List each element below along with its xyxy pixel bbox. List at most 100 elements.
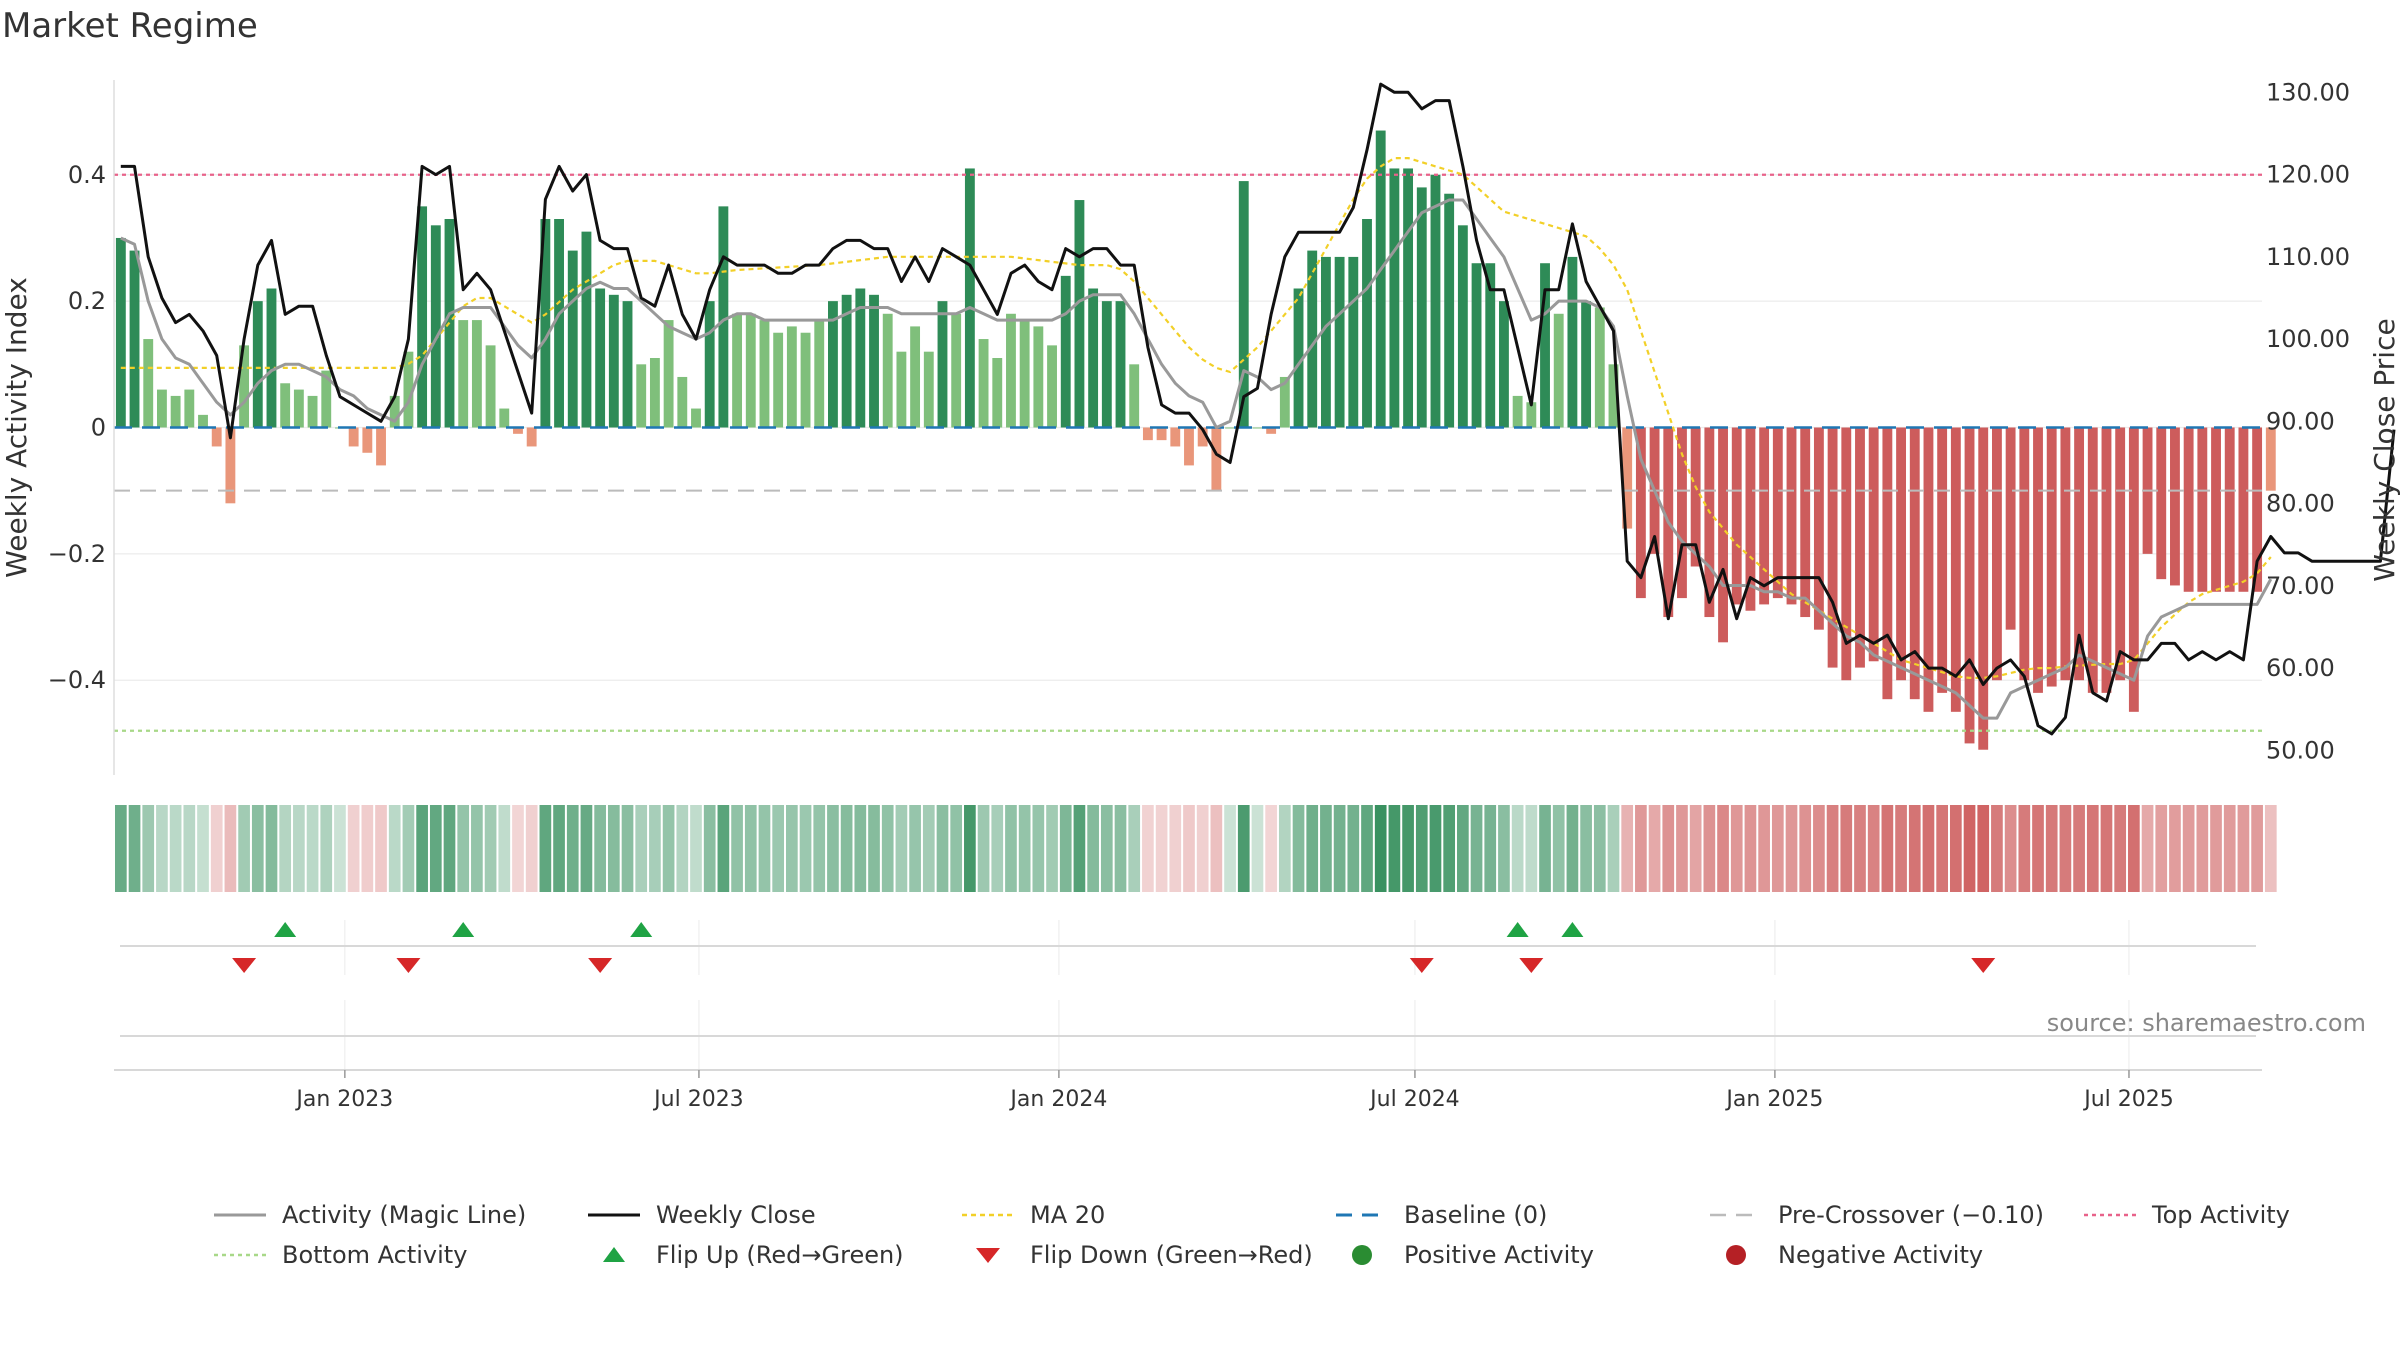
regime-cell — [1552, 805, 1565, 892]
regime-cell — [566, 805, 579, 892]
activity-bar — [1197, 427, 1208, 447]
flip-up-marker — [274, 922, 297, 937]
activity-bar — [951, 313, 962, 428]
regime-cell — [690, 805, 702, 892]
regime-cell — [1881, 805, 1894, 892]
regime-cell — [1087, 805, 1099, 892]
activity-bar — [1731, 427, 1742, 605]
regime-cell — [1306, 805, 1319, 892]
activity-bar — [2170, 427, 2180, 586]
y2-tick-label: 80.00 — [2266, 490, 2335, 518]
activity-bar — [1006, 313, 1016, 428]
y-tick-label: −0.4 — [48, 666, 106, 694]
flip-down-marker — [396, 958, 421, 973]
legend-label: Top Activity — [2152, 1201, 2290, 1229]
activity-bar — [1320, 256, 1331, 428]
regime-cell — [936, 805, 949, 892]
regime-cell — [539, 805, 552, 892]
regime-cell — [2045, 805, 2058, 892]
flip-down-marker — [1409, 958, 1434, 973]
regime-cell — [1046, 805, 1058, 892]
regime-cell — [1758, 805, 1770, 892]
flip-up-marker — [1561, 922, 1584, 937]
activity-bar — [1170, 427, 1181, 447]
activity-bar — [1403, 168, 1414, 428]
regime-cell — [1936, 805, 1948, 892]
regime-cell — [594, 805, 606, 892]
activity-bars — [115, 130, 2276, 750]
activity-bar — [1622, 427, 1633, 529]
regime-cell — [1457, 805, 1469, 892]
activity-bar — [1252, 427, 1263, 429]
regime-cell — [786, 805, 798, 892]
regime-cell — [1251, 805, 1264, 892]
regime-cell — [1771, 805, 1784, 892]
activity-bar — [1718, 427, 1728, 643]
regime-cell — [471, 805, 483, 892]
activity-bar — [2060, 427, 2071, 681]
activity-bar — [2128, 427, 2139, 712]
activity-bar — [1307, 250, 1318, 428]
regime-cell — [512, 805, 524, 892]
activity-bar — [745, 313, 756, 428]
activity-bar — [143, 339, 154, 428]
regime-cell — [2073, 805, 2085, 892]
activity-bar — [704, 301, 715, 428]
activity-bar — [636, 364, 647, 428]
y-tick-label: 0.4 — [68, 161, 106, 189]
activity-bar — [1457, 225, 1468, 428]
legend: Activity (Magic Line) Weekly Close MA 20 Ba… — [210, 1201, 2360, 1269]
x-tick-label: Jul 2023 — [652, 1087, 744, 1112]
regime-cell — [416, 805, 428, 892]
regime-cell — [1539, 805, 1551, 892]
activity-bar — [2224, 427, 2235, 592]
regime-cell — [1388, 805, 1401, 892]
activity-bar — [1293, 288, 1304, 428]
legend-label: MA 20 — [1030, 1201, 1106, 1229]
regime-cell — [1347, 805, 1360, 892]
legend-item-top: Top Activity — [2080, 1201, 2360, 1229]
regime-cell — [375, 805, 387, 892]
regime-cell — [717, 805, 730, 892]
activity-bar — [1142, 427, 1153, 441]
regime-cell — [251, 805, 264, 892]
regime-cell — [2237, 805, 2250, 892]
regime-cell — [607, 805, 620, 892]
regime-cell — [1374, 805, 1387, 892]
activity-bar — [1375, 130, 1386, 428]
activity-bar — [786, 326, 797, 428]
activity-bar — [1896, 427, 1906, 681]
regime-cell — [2155, 805, 2168, 892]
regime-cell — [1566, 805, 1579, 892]
activity-bar — [923, 351, 934, 428]
magic-line — [120, 198, 2273, 720]
regime-cell — [1689, 805, 1702, 892]
activity-bar — [2019, 427, 2030, 681]
regime-cell — [238, 805, 250, 892]
activity-bar — [1334, 256, 1345, 428]
flip-up-legend-marker — [603, 1247, 625, 1262]
regime-cell — [1114, 805, 1127, 892]
flip-up-marker — [1506, 922, 1529, 937]
regime-cell — [1525, 805, 1538, 892]
activity-bar — [1211, 427, 1222, 491]
activity-bar — [1964, 427, 1975, 744]
activity-bar — [1348, 256, 1359, 428]
regime-cell — [2182, 805, 2195, 892]
activity-bar — [732, 313, 743, 428]
regime-cell — [977, 805, 990, 892]
regime-cell — [1854, 805, 1866, 892]
activity-bar — [184, 389, 195, 428]
y2-tick-label: 70.00 — [2266, 572, 2335, 600]
regime-cell — [2223, 805, 2236, 892]
activity-bar — [1868, 427, 1879, 662]
activity-bar — [1950, 427, 1961, 712]
regime-cell — [334, 805, 346, 892]
y2-tick-label: 120.00 — [2266, 161, 2350, 189]
activity-bar — [1389, 168, 1400, 428]
precross-legend-swatch — [1710, 1213, 1762, 1217]
activity-bar — [567, 250, 578, 428]
activity-bar — [225, 427, 236, 504]
activity-bar — [1553, 313, 1564, 428]
activity-bar — [1499, 301, 1509, 428]
